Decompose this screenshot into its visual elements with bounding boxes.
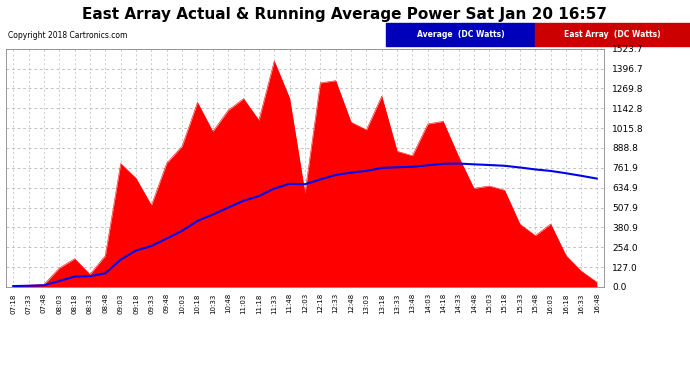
Text: East Array  (DC Watts): East Array (DC Watts) xyxy=(564,30,661,39)
Bar xyxy=(535,22,690,46)
Text: Copyright 2018 Cartronics.com: Copyright 2018 Cartronics.com xyxy=(8,31,128,40)
Text: East Array Actual & Running Average Power Sat Jan 20 16:57: East Array Actual & Running Average Powe… xyxy=(83,8,607,22)
Bar xyxy=(386,22,535,46)
Text: Average  (DC Watts): Average (DC Watts) xyxy=(417,30,504,39)
